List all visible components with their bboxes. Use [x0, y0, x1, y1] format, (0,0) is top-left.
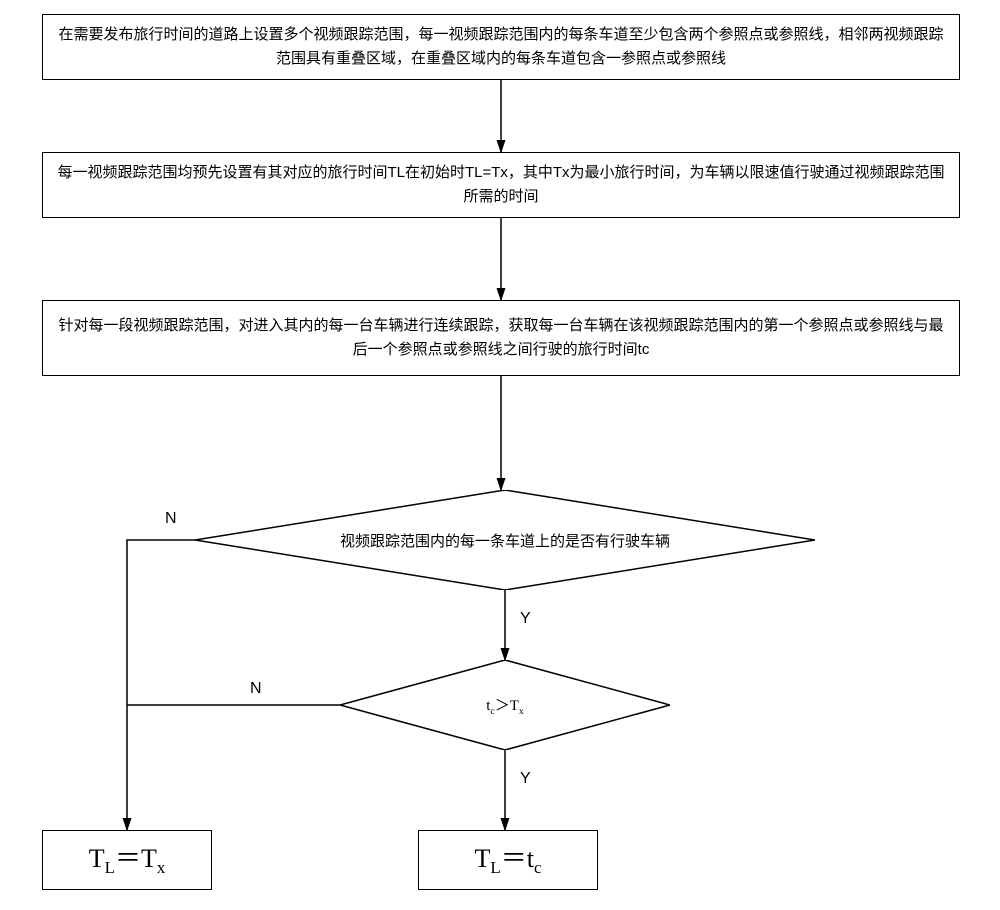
process-text-3: 针对每一段视频跟踪范围，对进入其内的每一台车辆进行连续跟踪，获取每一台车辆在该视…: [55, 314, 947, 362]
label-n-2: N: [250, 680, 262, 698]
result-box-2: TL＝tc: [418, 830, 598, 890]
decision-2-text: tc＞Tx: [486, 694, 524, 717]
decision-1-text: 视频跟踪范围内的每一条车道上的是否有行驶车辆: [340, 530, 670, 551]
decision-2: tc＞Tx: [340, 660, 670, 750]
process-box-1: 在需要发布旅行时间的道路上设置多个视频跟踪范围，每一视频跟踪范围内的每条车道至少…: [42, 14, 960, 80]
process-box-2: 每一视频跟踪范围均预先设置有其对应的旅行时间TL在初始时TL=Tx，其中Tx为最…: [42, 152, 960, 218]
result-1-text: TL＝Tx: [89, 838, 166, 881]
label-y-1: Y: [520, 610, 531, 628]
result-2-text: TL＝tc: [475, 838, 542, 881]
process-text-2: 每一视频跟踪范围均预先设置有其对应的旅行时间TL在初始时TL=Tx，其中Tx为最…: [55, 161, 947, 209]
decision-1: 视频跟踪范围内的每一条车道上的是否有行驶车辆: [195, 490, 815, 590]
process-box-3: 针对每一段视频跟踪范围，对进入其内的每一台车辆进行连续跟踪，获取每一台车辆在该视…: [42, 300, 960, 376]
label-y-2: Y: [520, 770, 531, 788]
connectors: [0, 0, 1000, 910]
process-text-1: 在需要发布旅行时间的道路上设置多个视频跟踪范围，每一视频跟踪范围内的每条车道至少…: [55, 23, 947, 71]
result-box-1: TL＝Tx: [42, 830, 212, 890]
label-n-1: N: [165, 510, 177, 528]
